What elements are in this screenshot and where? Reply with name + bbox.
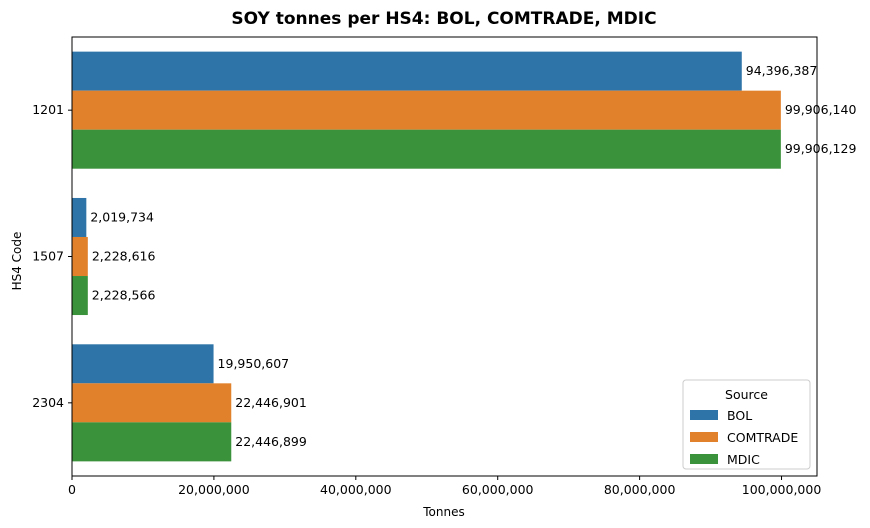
x-axis-label: Tonnes	[422, 505, 464, 519]
legend-label-comtrade: COMTRADE	[727, 430, 798, 445]
bar-1507-mdic	[72, 276, 88, 316]
y-tick-label-1201: 1201	[32, 102, 64, 117]
bar-label-1201-comtrade: 99,906,140	[785, 102, 857, 117]
legend-box	[682, 379, 811, 470]
bar-label-1201-bol: 94,396,387	[746, 63, 818, 78]
y-tick-label-2304: 2304	[32, 395, 64, 410]
x-tick-label: 0	[68, 482, 76, 497]
legend-title: Source	[725, 387, 768, 402]
bar-label-1507-mdic: 2,228,566	[92, 288, 156, 303]
x-tick-label: 20,000,000	[178, 482, 250, 497]
x-tick-label: 100,000,000	[742, 482, 822, 497]
bar-label-2304-bol: 19,950,607	[218, 356, 290, 371]
axes-group: 1201 1507 2304 0 20,000,000 40,000,000 60,000,…	[32, 36, 822, 497]
bar-label-2304-comtrade: 22,446,901	[235, 395, 307, 410]
bar-label-2304-mdic: 22,446,899	[235, 434, 307, 449]
legend-swatch-mdic	[690, 454, 718, 464]
plot-frame	[71, 36, 818, 477]
y-axis-label: HS4 Code	[10, 232, 24, 291]
x-tick-label: 80,000,000	[604, 482, 676, 497]
y-tick-label-1507: 1507	[32, 249, 64, 264]
bar-1507-comtrade	[72, 236, 88, 277]
bar-label-1507-comtrade: 2,228,616	[92, 249, 156, 264]
bar-1507-bol	[72, 197, 87, 237]
bar-2304-comtrade	[72, 383, 232, 423]
bar-label-1507-bol: 2,019,734	[90, 209, 154, 224]
legend: Source BOL COMTRADE MDIC	[682, 379, 811, 470]
bar-1201-bol	[72, 51, 742, 91]
bar-labels-group: 94,396,387 99,906,140 99,906,129 2,019,734 2…	[90, 63, 856, 449]
bar-2304-bol	[72, 344, 214, 384]
x-tick-label: 40,000,000	[320, 482, 392, 497]
legend-swatch-bol	[690, 410, 718, 420]
x-tick-label: 60,000,000	[462, 482, 534, 497]
legend-label-mdic: MDIC	[727, 452, 760, 467]
bar-1201-mdic	[72, 129, 781, 169]
bar-label-1201-mdic: 99,906,129	[785, 141, 857, 156]
bar-1201-comtrade	[72, 90, 781, 130]
legend-swatch-comtrade	[690, 432, 718, 442]
bar-2304-mdic	[72, 422, 232, 462]
bars-group	[72, 51, 781, 462]
chart-title: SOY tonnes per HS4: BOL, COMTRADE, MDIC	[231, 9, 656, 29]
legend-label-bol: BOL	[727, 408, 752, 423]
